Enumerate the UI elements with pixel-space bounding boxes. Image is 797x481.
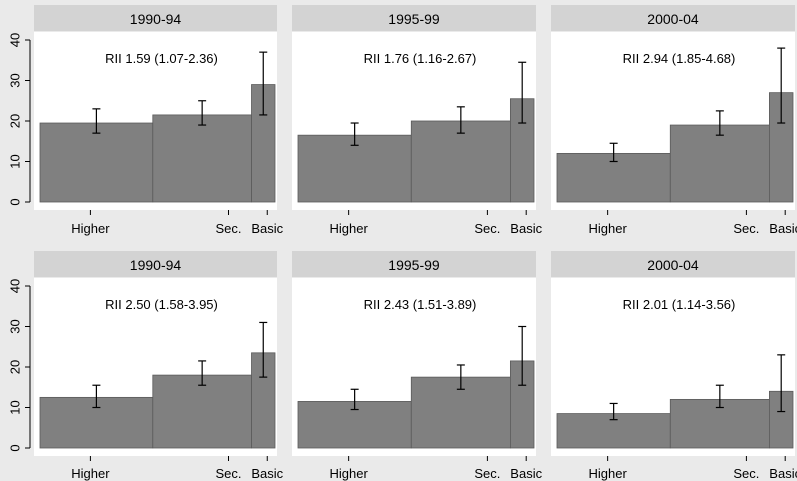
x-tick-label: Higher [329, 221, 368, 236]
panel-title-strip [34, 251, 277, 277]
bar [669, 124, 770, 203]
y-tick-label: 10 [8, 154, 23, 168]
x-tick-label: Sec. [215, 221, 241, 236]
panel-title: 1995-99 [388, 257, 440, 273]
y-tick-label: 30 [8, 319, 23, 333]
x-tick-label: Sec. [474, 466, 500, 481]
x-tick-label: Basic [510, 221, 542, 236]
panel-title-strip [292, 251, 536, 277]
x-tick-label: Sec. [215, 466, 241, 481]
y-tick-label: 0 [8, 198, 23, 205]
x-tick-label: Sec. [733, 221, 759, 236]
panel-title: 2000-04 [647, 11, 699, 27]
x-tick-label: Higher [71, 221, 110, 236]
x-tick-label: Sec. [733, 466, 759, 481]
panel-title-strip [551, 251, 795, 277]
x-tick-label: Higher [71, 466, 110, 481]
panel-title-strip [34, 5, 277, 31]
rii-annotation: RII 2.01 (1.14-3.56) [623, 297, 736, 312]
panel-title: 2000-04 [647, 257, 699, 273]
x-tick-label: Higher [588, 466, 627, 481]
y-tick-label: 30 [8, 73, 23, 87]
bar [152, 114, 252, 203]
x-tick-label: Basic [251, 466, 283, 481]
x-tick-label: Higher [588, 221, 627, 236]
panel-title: 1990-94 [130, 11, 182, 27]
y-tick-label: 20 [8, 360, 23, 374]
y-tick-label: 10 [8, 400, 23, 414]
x-tick-label: Sec. [474, 221, 500, 236]
rii-annotation: RII 2.94 (1.85-4.68) [623, 51, 736, 66]
bar [152, 374, 252, 449]
x-tick-label: Basic [510, 466, 542, 481]
panel-title-strip [551, 5, 795, 31]
y-tick-label: 40 [8, 279, 23, 293]
rii-annotation: RII 2.43 (1.51-3.89) [364, 297, 477, 312]
x-tick-label: Higher [329, 466, 368, 481]
panel-title-strip [292, 5, 536, 31]
rii-annotation: RII 1.59 (1.07-2.36) [105, 51, 218, 66]
panel-title: 1995-99 [388, 11, 440, 27]
x-tick-label: Basic [769, 466, 797, 481]
y-tick-label: 0 [8, 444, 23, 451]
panel-title: 1990-94 [130, 257, 182, 273]
y-tick-label: 20 [8, 114, 23, 128]
rii-annotation: RII 1.76 (1.16-2.67) [364, 51, 477, 66]
bar [39, 122, 154, 203]
rii-annotation: RII 2.50 (1.58-3.95) [105, 297, 218, 312]
x-tick-label: Basic [769, 221, 797, 236]
x-tick-label: Basic [251, 221, 283, 236]
y-tick-label: 40 [8, 33, 23, 47]
